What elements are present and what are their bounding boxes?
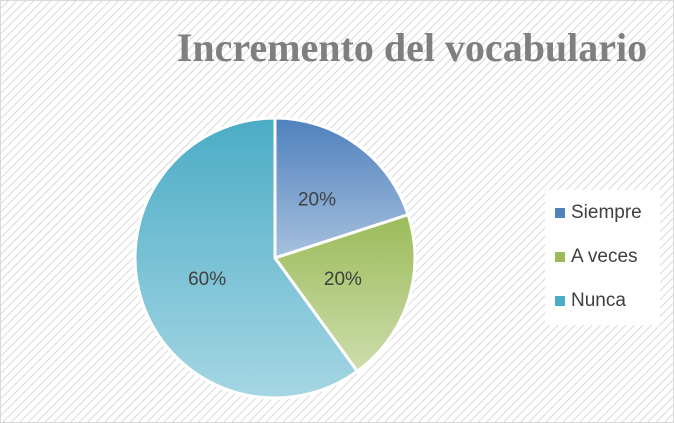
- chart-title: Incremento del vocabulario: [177, 25, 647, 70]
- legend-swatch: [555, 252, 565, 262]
- data-label: 20%: [324, 269, 362, 290]
- legend-label: A veces: [571, 246, 638, 267]
- legend-swatch: [555, 296, 565, 306]
- legend-label: Nunca: [571, 290, 626, 311]
- pie-slice: [273, 116, 411, 261]
- pie-slice: [133, 116, 360, 400]
- legend: Siempre A veces Nunca: [555, 202, 642, 311]
- pie-slice: [272, 212, 417, 374]
- legend-swatch: [555, 208, 565, 218]
- data-label: 60%: [188, 269, 226, 290]
- data-label: 20%: [298, 189, 336, 210]
- pie: 20% 20% 60%: [133, 116, 417, 400]
- legend-label: Siempre: [571, 202, 642, 223]
